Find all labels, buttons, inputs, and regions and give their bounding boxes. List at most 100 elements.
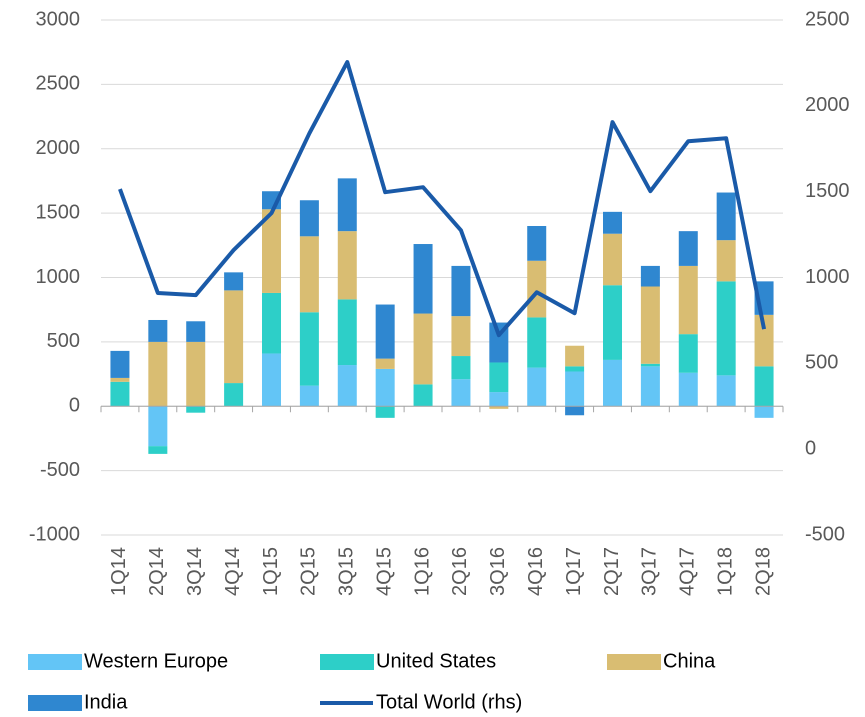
x-tick-label: 4Q16 <box>525 547 547 596</box>
bar <box>489 362 509 393</box>
y-tick-label: 3000 <box>36 8 81 30</box>
y-tick-label: 0 <box>69 395 80 417</box>
legend-swatch <box>28 695 82 711</box>
bar <box>451 265 471 317</box>
y2-tick-label: -500 <box>805 523 845 545</box>
bar <box>565 406 585 416</box>
x-tick-label: 1Q15 <box>260 547 282 596</box>
bar <box>224 290 244 384</box>
bar <box>716 240 736 282</box>
y2-tick-label: 2000 <box>805 94 850 116</box>
x-tick-label: 3Q16 <box>487 547 509 596</box>
bar <box>565 366 585 372</box>
bar <box>640 265 660 287</box>
bar <box>299 312 319 386</box>
x-tick-label: 1Q17 <box>563 547 585 596</box>
bar <box>262 209 281 293</box>
bar <box>375 406 395 418</box>
bar <box>678 334 698 373</box>
x-tick-label: 4Q17 <box>677 547 699 596</box>
bar <box>299 236 319 313</box>
y-tick-label: -500 <box>40 459 80 481</box>
y-tick-label: 2500 <box>36 73 81 95</box>
bar <box>413 313 433 385</box>
bar <box>110 377 130 382</box>
bar <box>754 366 774 407</box>
bar <box>224 383 244 407</box>
bar <box>451 379 471 407</box>
bar <box>299 385 319 407</box>
bar <box>262 353 281 407</box>
bar <box>527 367 547 407</box>
y2-tick-label: 0 <box>805 437 816 459</box>
y-tick-label: 500 <box>47 330 80 352</box>
bar <box>716 192 736 241</box>
legend-swatch <box>607 654 661 670</box>
bar <box>337 231 357 300</box>
legend-label: Total World (rhs) <box>376 691 522 713</box>
bar <box>451 316 471 357</box>
bar <box>565 371 585 407</box>
x-tick-label: 1Q18 <box>714 547 736 596</box>
bar <box>375 304 395 359</box>
x-tick-label: 4Q15 <box>373 547 395 596</box>
bar <box>716 375 736 407</box>
x-tick-label: 2Q17 <box>601 547 623 596</box>
bar <box>754 314 774 367</box>
bar <box>337 299 357 366</box>
bar <box>527 226 547 261</box>
x-tick-label: 4Q14 <box>222 547 244 596</box>
bar <box>186 406 206 413</box>
bar <box>603 211 622 234</box>
bar <box>413 244 433 314</box>
bar <box>375 358 395 369</box>
y2-tick-label: 500 <box>805 352 838 374</box>
legend-label: United States <box>376 650 496 672</box>
bar <box>565 345 585 367</box>
bar <box>754 406 774 418</box>
bar <box>640 286 660 364</box>
bar <box>413 384 433 407</box>
line-series <box>118 60 767 338</box>
bar <box>489 406 509 409</box>
y-tick-label: 1000 <box>36 266 81 288</box>
x-tick-label: 2Q15 <box>298 547 320 596</box>
legend-swatch <box>28 654 82 670</box>
bar <box>603 285 622 360</box>
bar <box>148 406 168 447</box>
bar <box>337 178 357 232</box>
bar <box>678 372 698 407</box>
y2-tick-label: 2500 <box>805 8 850 30</box>
x-tick-label: 3Q14 <box>184 547 206 596</box>
x-tick-label: 2Q16 <box>449 547 471 596</box>
x-tick-label: 1Q16 <box>411 547 433 596</box>
bar <box>603 233 622 286</box>
bar <box>186 321 206 342</box>
y2-tick-label: 1000 <box>805 266 850 288</box>
bar <box>148 446 168 454</box>
bar <box>262 292 281 354</box>
legend-label: India <box>84 691 128 713</box>
bar <box>527 260 547 318</box>
y-tick-label: 1500 <box>36 201 81 223</box>
bar <box>527 317 547 368</box>
y-tick-label: -1000 <box>29 523 80 545</box>
bar <box>640 363 660 367</box>
bar <box>148 341 168 407</box>
x-tick-label: 2Q18 <box>752 547 774 596</box>
bar <box>224 272 244 291</box>
bar <box>299 200 319 237</box>
bar <box>337 365 357 407</box>
y-tick-label: 2000 <box>36 137 81 159</box>
bar <box>640 366 660 407</box>
x-tick-label: 1Q14 <box>108 547 130 596</box>
legend-label: China <box>663 650 716 672</box>
bar <box>678 231 698 266</box>
x-tick-label: 3Q17 <box>639 547 661 596</box>
bar <box>148 319 168 342</box>
bar <box>678 265 698 335</box>
legend-swatch <box>320 654 374 670</box>
bar <box>451 356 471 380</box>
bar <box>110 381 130 407</box>
